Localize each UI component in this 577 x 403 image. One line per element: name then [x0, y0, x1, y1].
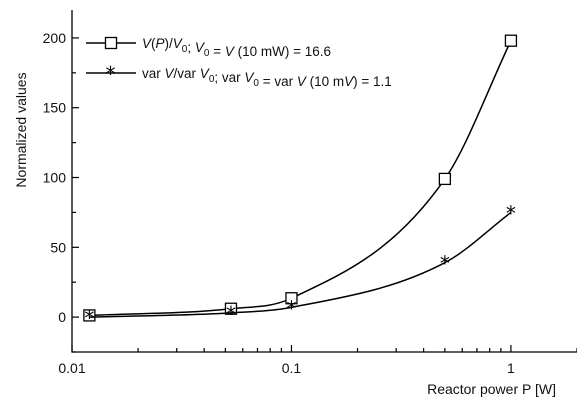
legend-marker-square — [104, 36, 118, 50]
legend: V(P)/V0; V0 = V (10 mW) = 16.6 * var V/v… — [86, 36, 392, 89]
series-layer: * * * * * — [83, 34, 518, 330]
y-tick-label: 0 — [58, 309, 66, 325]
y-tick-label: 200 — [43, 30, 67, 46]
x-axis-title: Reactor power P [W] — [427, 381, 556, 397]
y-tick-label: 150 — [43, 100, 67, 116]
y-tick-label: 100 — [43, 170, 67, 186]
legend-entry-2: * var V/var V0; var V0 = var V (10 mV) =… — [86, 62, 392, 89]
x-axis: 0.01 0.1 1 — [58, 345, 577, 376]
legend-marker-star: * — [106, 62, 116, 86]
data-point-star: * — [226, 302, 236, 326]
data-point-square — [224, 302, 238, 315]
x-tick-label: 0.1 — [282, 360, 302, 376]
legend-label-2: var V/var V0; var V0 = var V (10 mV) = 1… — [142, 66, 392, 89]
data-point-star: * — [506, 201, 516, 225]
series-line-1 — [89, 40, 512, 317]
data-point-square — [83, 309, 96, 322]
data-point-star: * — [84, 306, 94, 330]
x-tick-label: 1 — [507, 360, 515, 376]
y-tick-label: 50 — [50, 239, 66, 255]
y-axis-title: Normalized values — [13, 72, 29, 187]
data-point-square — [504, 34, 518, 47]
x-axis-title-text: Reactor power P [W] — [427, 381, 556, 397]
series-line-2 — [89, 211, 512, 318]
data-point-square — [285, 292, 298, 305]
y-axis: 0 50 100 150 200 — [43, 30, 79, 353]
x-tick-label: 0.01 — [58, 360, 85, 376]
legend-label-1: V(P)/V0; V0 = V (10 mW) = 16.6 — [142, 36, 331, 59]
data-point-star: * — [440, 252, 450, 276]
data-point-square — [438, 172, 452, 186]
legend-entry-1: V(P)/V0; V0 = V (10 mW) = 16.6 — [86, 36, 331, 59]
data-point-star: * — [286, 296, 296, 320]
